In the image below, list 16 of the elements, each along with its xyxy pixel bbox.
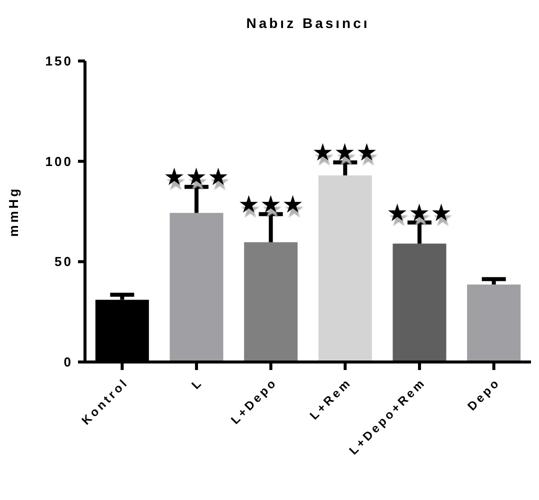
bar	[244, 242, 298, 362]
annotation: ★★★	[312, 140, 378, 167]
annotation: ★★★	[238, 192, 304, 219]
bar	[467, 284, 521, 362]
y-axis-title: mmHg	[6, 186, 21, 237]
y-tick-label: 100	[45, 154, 73, 169]
y-tick-label: 50	[54, 254, 73, 270]
bar	[170, 212, 224, 362]
annotation: ★★★	[386, 200, 452, 227]
bar	[318, 175, 372, 362]
annotation: ★★★	[164, 164, 230, 192]
x-tick-label: L	[188, 375, 206, 392]
chart-title: Nabız Basıncı	[246, 15, 370, 31]
y-tick-label: 0	[64, 354, 73, 370]
bar	[392, 244, 446, 362]
y-tick-label: 150	[45, 54, 73, 69]
